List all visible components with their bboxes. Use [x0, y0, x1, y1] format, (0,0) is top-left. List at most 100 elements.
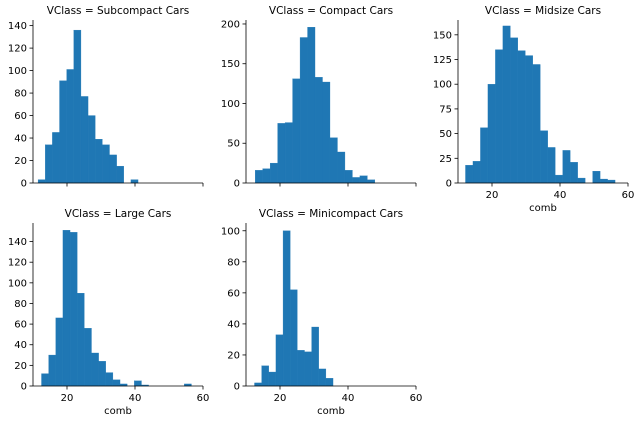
- y-tick-label: 120: [8, 44, 27, 55]
- histogram-bar: [262, 168, 271, 184]
- panel-title: VClass = Large Cars: [65, 208, 172, 220]
- histogram-bar: [105, 372, 114, 387]
- histogram-bar: [95, 139, 103, 184]
- y-tick-label: 40: [14, 340, 27, 351]
- y-tick-label: 50: [439, 129, 452, 140]
- histogram-bar: [52, 132, 60, 184]
- histogram-bar: [510, 37, 518, 184]
- histogram-bar: [45, 144, 53, 184]
- x-tick-label: 40: [342, 393, 355, 404]
- facet-panel-5: 0 20 40 60 80 100 20 40 60 VClass = Minicompact C…: [221, 208, 422, 417]
- facet-panel-2: 0 50 100 150 200 VClass = Compact Cars: [221, 5, 417, 190]
- histogram-bar: [318, 368, 327, 387]
- y-tick-label: 0: [21, 382, 27, 393]
- histogram-bar: [109, 154, 117, 184]
- histogram-bar: [367, 179, 376, 184]
- panel-title: VClass = Minicompact Cars: [259, 208, 403, 220]
- histogram-bar: [322, 81, 331, 184]
- x-tick-label: 60: [622, 190, 635, 201]
- y-tick-label: 100: [221, 226, 240, 237]
- histogram-bar: [282, 230, 291, 387]
- histogram-bar: [599, 178, 608, 184]
- y-tick-label: 40: [14, 134, 27, 145]
- histogram-bar: [592, 170, 601, 184]
- histogram-bar: [555, 174, 563, 184]
- histogram-bar: [77, 293, 85, 387]
- histogram-bar: [517, 50, 526, 184]
- histogram-bar: [472, 161, 481, 184]
- histogram-bar: [102, 144, 110, 184]
- y-tick-label: 125: [433, 55, 452, 66]
- histogram-bar: [59, 80, 67, 184]
- histogram-bar: [525, 55, 533, 184]
- y-tick-label: 0: [234, 382, 240, 393]
- y-tick-label: 20: [14, 361, 27, 372]
- histogram-bar: [84, 328, 92, 387]
- histogram-bar: [261, 365, 269, 387]
- histogram-bar: [570, 162, 578, 184]
- y-tick-label: 60: [227, 288, 240, 299]
- y-tick-label: 200: [221, 19, 240, 30]
- histogram-bar: [98, 361, 106, 387]
- x-tick-label: 40: [554, 190, 567, 201]
- facet-panel-4: 0 20 40 60 80 100 120 140 20 40 60 VClass = Large C…: [8, 208, 209, 417]
- y-tick-label: 20: [14, 156, 27, 167]
- y-tick-label: 150: [433, 30, 452, 41]
- histogram-bar: [112, 379, 121, 387]
- panel-title: VClass = Subcompact Cars: [47, 5, 190, 17]
- histogram-bar: [465, 165, 474, 184]
- histogram-bar: [344, 170, 353, 184]
- histogram-bar: [62, 230, 71, 387]
- histogram-bar: [314, 77, 323, 184]
- y-tick-label: 80: [14, 299, 27, 310]
- histogram-bar: [255, 170, 263, 184]
- histogram-bar: [359, 175, 368, 184]
- histogram-bar: [562, 150, 571, 184]
- y-tick-label: 0: [446, 179, 452, 190]
- histogram-bar: [304, 351, 312, 387]
- histogram-bar: [69, 232, 78, 387]
- histogram-bar: [116, 165, 124, 184]
- y-tick-label: 100: [8, 278, 27, 289]
- histogram-bar: [73, 29, 82, 184]
- histogram-bar: [41, 373, 49, 387]
- x-tick-label: 20: [61, 393, 74, 404]
- histogram-bar: [329, 137, 338, 184]
- histogram-bar: [66, 69, 74, 184]
- histogram-bar: [268, 371, 277, 387]
- histogram-bar: [48, 354, 56, 387]
- x-tick-label: 60: [410, 393, 423, 404]
- histogram-bar: [130, 179, 139, 184]
- histogram-bar: [55, 317, 64, 387]
- histogram-bar: [277, 123, 286, 184]
- histogram-bar: [487, 84, 496, 184]
- y-tick-label: 120: [8, 258, 27, 269]
- y-tick-label: 20: [227, 350, 240, 361]
- histogram-bar: [284, 122, 293, 184]
- y-tick-label: 0: [21, 179, 27, 190]
- histogram-bar: [269, 162, 278, 184]
- histogram-bar: [540, 130, 548, 184]
- x-axis-label: comb: [529, 203, 557, 214]
- panel-title: VClass = Midsize Cars: [485, 5, 601, 17]
- histogram-bar: [547, 147, 556, 184]
- histogram-bar: [275, 334, 284, 387]
- x-tick-label: 60: [197, 393, 210, 404]
- y-tick-label: 100: [433, 80, 452, 91]
- y-tick-label: 40: [227, 319, 240, 330]
- histogram-bar: [337, 151, 346, 184]
- x-tick-label: 20: [486, 190, 499, 201]
- histogram-bar: [607, 179, 616, 184]
- y-tick-label: 140: [8, 237, 27, 248]
- histogram-bar: [297, 350, 305, 387]
- histogram-bar: [91, 352, 99, 387]
- x-tick-label: 40: [129, 393, 142, 404]
- x-axis-label: comb: [104, 406, 132, 417]
- histogram-bar: [290, 289, 298, 387]
- histogram-bar: [134, 380, 142, 387]
- y-tick-label: 0: [234, 179, 240, 190]
- y-tick-label: 100: [8, 66, 27, 77]
- histogram-bar: [87, 115, 96, 184]
- x-axis-label: comb: [317, 406, 345, 417]
